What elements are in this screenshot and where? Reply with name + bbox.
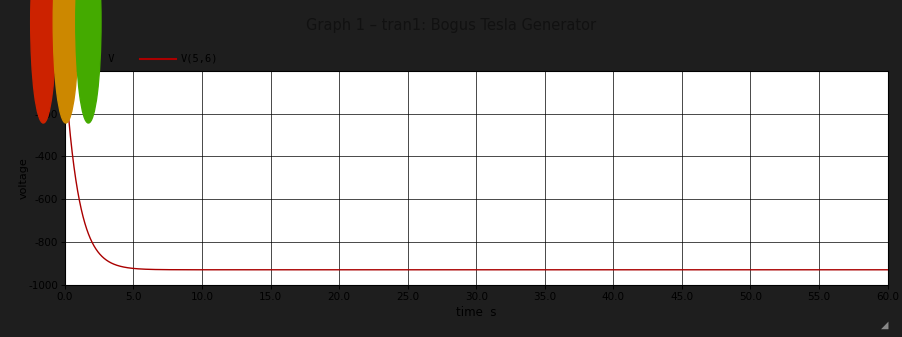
- Text: V(5,6): V(5,6): [180, 54, 218, 64]
- Text: x10^-21  V: x10^-21 V: [52, 54, 115, 64]
- Text: Graph 1 – tran1: Bogus Tesla Generator: Graph 1 – tran1: Bogus Tesla Generator: [306, 18, 596, 33]
- X-axis label: time  s: time s: [456, 306, 496, 319]
- Y-axis label: voltage: voltage: [19, 157, 29, 198]
- Text: ◢: ◢: [881, 320, 888, 330]
